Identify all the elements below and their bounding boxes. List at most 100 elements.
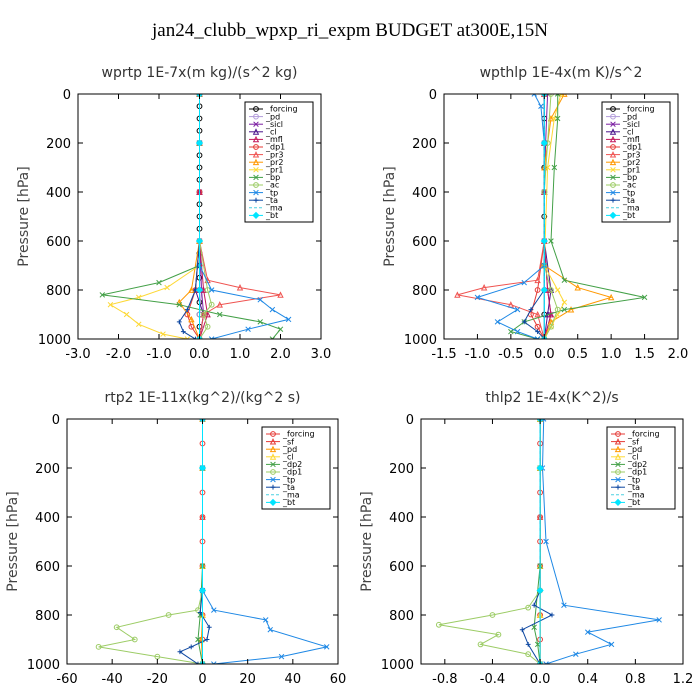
legend-entry: _pr2 xyxy=(606,158,640,167)
data-point xyxy=(278,653,285,660)
data-point xyxy=(534,287,541,293)
legend-entry: _pr3 xyxy=(606,150,640,159)
data-point xyxy=(574,284,581,291)
y-tick-label: 1000 xyxy=(404,333,437,348)
data-point xyxy=(554,115,561,122)
data-point xyxy=(195,237,204,245)
data-point xyxy=(131,636,138,643)
y-tick-label: 0 xyxy=(63,88,71,103)
legend-marker xyxy=(253,189,259,196)
legend-entry: _bp xyxy=(606,173,637,182)
x-tick-label: -1.0 xyxy=(146,347,171,362)
data-point xyxy=(188,323,195,330)
data-point xyxy=(554,287,561,293)
y-tick-label: 800 xyxy=(35,609,60,624)
series-line xyxy=(438,419,541,664)
legend-entry: _cl xyxy=(249,128,277,137)
legend-entry: _dp1 xyxy=(606,143,642,152)
x-tick-label: 1.0 xyxy=(601,347,622,362)
legend-entry: _pd xyxy=(606,112,637,121)
legend-marker xyxy=(610,182,616,188)
y-tick-label: 1000 xyxy=(38,333,71,348)
legend-label: _bp xyxy=(265,173,280,182)
data-point xyxy=(208,287,215,293)
legend-label: _cl xyxy=(627,453,639,462)
data-point xyxy=(561,277,568,283)
data-point xyxy=(236,284,244,291)
legend-marker xyxy=(610,144,616,150)
legend-marker xyxy=(610,167,616,173)
x-tick-label: -0.5 xyxy=(498,347,523,362)
x-tick-label: 0.0 xyxy=(189,347,210,362)
legend-entry: _bt xyxy=(611,498,640,507)
legend-entry: _tp xyxy=(611,475,640,484)
legend-marker xyxy=(614,453,622,460)
legend-label: _dp2 xyxy=(282,460,302,469)
legend-marker xyxy=(253,197,259,203)
legend-label: _pr3 xyxy=(622,150,640,159)
x-tick-label: -1.0 xyxy=(465,347,490,362)
data-point xyxy=(573,651,579,657)
y-tick-label: 800 xyxy=(412,284,437,299)
legend: _forcing_pd_sicl_cl_mfl_dp1_pr3_pr2_pr1_… xyxy=(601,101,671,223)
data-point xyxy=(525,604,532,611)
legend-label: _pr3 xyxy=(265,150,283,159)
y-axis-label: Pressure [hPa] xyxy=(382,166,398,266)
data-point xyxy=(608,641,615,648)
legend-entry: _pr1 xyxy=(606,166,640,175)
series-pr1 xyxy=(107,94,203,339)
legend-label: _mfl xyxy=(622,135,640,144)
data-point xyxy=(285,316,292,323)
legend-label: _ta xyxy=(622,196,635,205)
data-point xyxy=(95,643,102,650)
y-axis-label: Pressure [hPa] xyxy=(5,491,21,591)
y-tick-label: 400 xyxy=(35,511,60,526)
data-point xyxy=(204,287,211,293)
data-point xyxy=(531,602,537,608)
data-point xyxy=(551,164,558,171)
legend-marker xyxy=(252,135,260,143)
legend-entry: _pr3 xyxy=(249,150,283,159)
legend-entry: _ac xyxy=(606,181,636,190)
legend-entry: _pr2 xyxy=(249,158,283,167)
panel-title: rtp2 1E-11x(kg^2)/(kg^2 s) xyxy=(105,390,301,406)
data-point xyxy=(188,644,194,650)
data-point xyxy=(198,586,207,595)
panel-title: wpthlp 1E-4x(m K)/s^2 xyxy=(480,65,643,81)
data-point xyxy=(180,329,186,335)
series-line xyxy=(521,419,554,664)
legend-marker xyxy=(610,113,616,120)
data-point xyxy=(193,336,198,339)
legend-marker xyxy=(252,151,260,158)
series-line xyxy=(186,94,200,339)
legend-marker xyxy=(614,498,622,507)
series-tp xyxy=(474,94,548,339)
legend-marker xyxy=(253,182,259,188)
series-ta xyxy=(177,419,212,664)
x-tick-label: -40 xyxy=(102,672,123,687)
y-tick-label: 800 xyxy=(46,284,71,299)
legend-entry: _sf xyxy=(611,437,639,446)
data-point xyxy=(216,301,223,308)
data-point xyxy=(525,642,531,647)
legend-label: _ta xyxy=(282,483,295,492)
data-point xyxy=(607,293,615,301)
series-line xyxy=(509,94,645,339)
legend-marker xyxy=(253,167,259,173)
legend-marker xyxy=(610,106,616,112)
legend-label: _ma xyxy=(265,204,283,213)
data-point xyxy=(534,276,541,284)
x-tick-label: 60 xyxy=(330,672,347,687)
legend-entry: _dp1 xyxy=(266,468,302,477)
legend-label: _mfl xyxy=(265,135,283,144)
data-point xyxy=(540,286,548,294)
data-point xyxy=(477,641,484,648)
series-line xyxy=(457,94,545,339)
legend-marker xyxy=(615,484,621,490)
legend-marker xyxy=(615,461,621,468)
legend-label: _ma xyxy=(627,491,645,500)
data-point xyxy=(561,602,567,608)
data-point xyxy=(257,319,264,325)
y-axis-label: Pressure [hPa] xyxy=(16,166,32,266)
